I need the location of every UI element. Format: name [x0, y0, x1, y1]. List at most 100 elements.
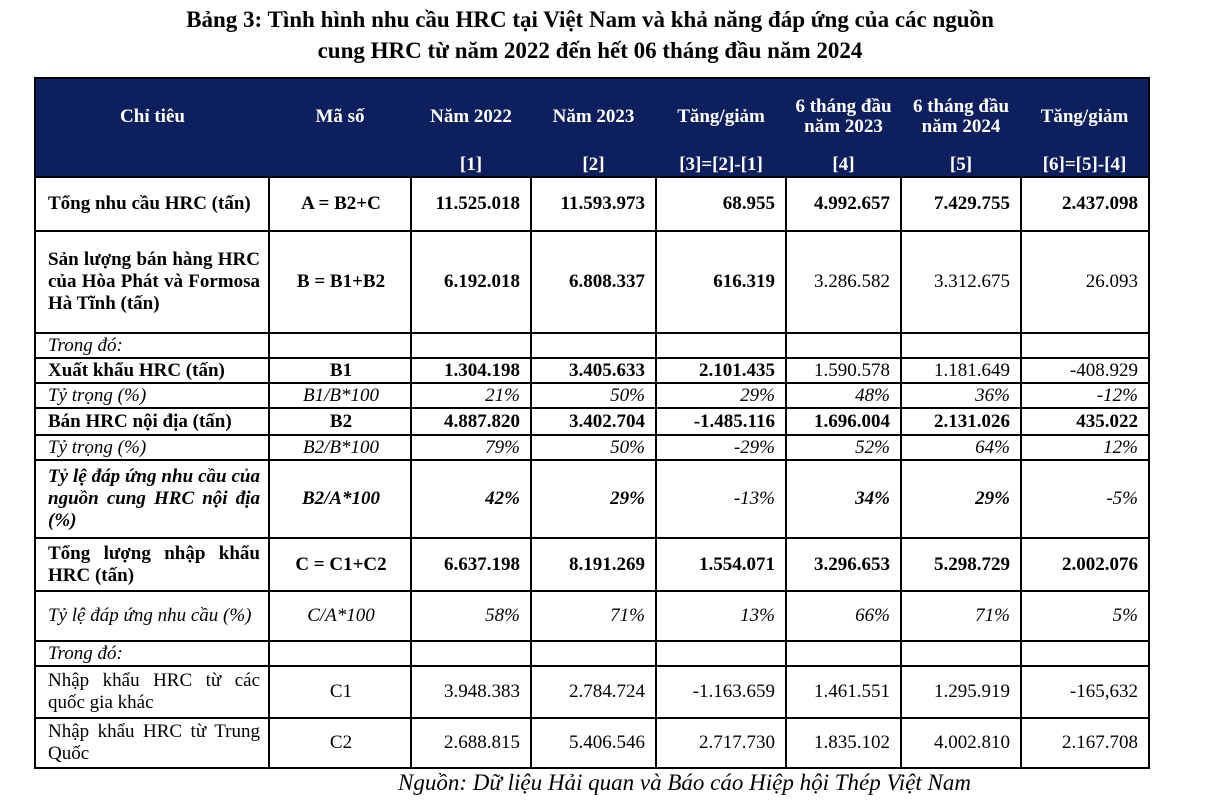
- row-label: Tổng lượng nhập khẩu HRC (tấn): [34, 537, 270, 592]
- row-code: [268, 640, 412, 667]
- title-line-2: cung HRC từ năm 2022 đến hết 06 tháng đầ…: [317, 38, 863, 63]
- table-row: Nhập khẩu HRC từ Trung Quốc C2 2.688.815 5.…: [34, 717, 1150, 769]
- value-cell: -1.163.659: [655, 665, 787, 719]
- value-cell: 71%: [900, 590, 1022, 642]
- value-cell: 48%: [785, 382, 902, 409]
- value-cell: 21%: [410, 382, 532, 409]
- value-cell: 2.002.076: [1020, 537, 1150, 592]
- value-cell: 13%: [655, 590, 787, 642]
- value-cell: 29%: [900, 459, 1022, 539]
- value-cell: [530, 640, 657, 667]
- value-cell: [410, 640, 532, 667]
- value-cell: [1020, 640, 1150, 667]
- row-label: Tỷ lệ đáp ứng nhu cầu của nguồn cung HRC…: [34, 459, 270, 539]
- value-cell: 1.696.004: [785, 407, 902, 436]
- hrc-demand-table: Chỉ tiêu Mã số Năm 2022 [1] Năm 2023 [2] Tăng/…: [34, 77, 1150, 769]
- value-cell: 3.296.653: [785, 537, 902, 592]
- table-row: Sản lượng bán hàng HRC của Hòa Phát và F…: [34, 230, 1150, 334]
- row-code: B2/A*100: [268, 459, 412, 539]
- value-cell: 3.405.633: [530, 357, 657, 384]
- value-cell: 3.402.704: [530, 407, 657, 436]
- value-cell: 42%: [410, 459, 532, 539]
- table-row: Nhập khẩu HRC từ các quốc gia khác C1 3.94…: [34, 665, 1150, 719]
- value-cell: -1.485.116: [655, 407, 787, 436]
- row-label: Tỷ trọng (%): [34, 382, 270, 409]
- column-header: 6 tháng đầu năm 2023 [4]: [786, 77, 901, 178]
- value-cell: [410, 332, 532, 359]
- value-cell: 5.298.729: [900, 537, 1022, 592]
- column-header-ref: [1]: [459, 154, 483, 175]
- value-cell: 68.955: [655, 176, 787, 232]
- table-row: Xuất khẩu HRC (tấn) B1 1.304.198 3.405.633 2…: [34, 357, 1150, 384]
- row-code: A = B2+C: [268, 176, 412, 232]
- value-cell: [530, 332, 657, 359]
- value-cell: 66%: [785, 590, 902, 642]
- table-row: Trong đó:: [34, 640, 1150, 667]
- value-cell: 3.948.383: [410, 665, 532, 719]
- column-header: Năm 2023 [2]: [531, 77, 656, 178]
- value-cell: 26.093: [1020, 230, 1150, 334]
- value-cell: 1.554.071: [655, 537, 787, 592]
- value-cell: 1.835.102: [785, 717, 902, 769]
- value-cell: 2.784.724: [530, 665, 657, 719]
- row-label: Xuất khẩu HRC (tấn): [34, 357, 270, 384]
- value-cell: 5.406.546: [530, 717, 657, 769]
- value-cell: 6.192.018: [410, 230, 532, 334]
- value-cell: 1.295.919: [900, 665, 1022, 719]
- value-cell: 1.181.649: [900, 357, 1022, 384]
- row-label: Trong đó:: [34, 640, 270, 667]
- value-cell: 11.593.973: [530, 176, 657, 232]
- value-cell: [1020, 332, 1150, 359]
- title-line-1: Bảng 3: Tình hình nhu cầu HRC tại Việt N…: [186, 7, 994, 32]
- value-cell: 64%: [900, 434, 1022, 461]
- value-cell: 50%: [530, 434, 657, 461]
- row-code: C = C1+C2: [268, 537, 412, 592]
- value-cell: -165,632: [1020, 665, 1150, 719]
- row-label: Sản lượng bán hàng HRC của Hòa Phát và F…: [34, 230, 270, 334]
- value-cell: 6.808.337: [530, 230, 657, 334]
- table-row: Tỷ trọng (%) B1/B*100 21% 50% 29% 48% 36% -12%: [34, 382, 1150, 409]
- row-code: [268, 332, 412, 359]
- value-cell: 2.437.098: [1020, 176, 1150, 232]
- column-header-label: 6 tháng đầu năm 2024: [912, 96, 1010, 137]
- value-cell: 3.286.582: [785, 230, 902, 334]
- column-header-label: Chỉ tiêu: [120, 106, 185, 127]
- value-cell: 52%: [785, 434, 902, 461]
- row-label: Tổng nhu cầu HRC (tấn): [34, 176, 270, 232]
- value-cell: 36%: [900, 382, 1022, 409]
- value-cell: [785, 332, 902, 359]
- row-label: Tỷ trọng (%): [34, 434, 270, 461]
- row-code: B2/B*100: [268, 434, 412, 461]
- value-cell: [900, 640, 1022, 667]
- column-header-ref: [6]=[5]-[4]: [1042, 154, 1127, 175]
- value-cell: 4.002.810: [900, 717, 1022, 769]
- value-cell: 2.688.815: [410, 717, 532, 769]
- value-cell: -29%: [655, 434, 787, 461]
- value-cell: 435.022: [1020, 407, 1150, 436]
- column-header-label: 6 tháng đầu năm 2023: [795, 96, 892, 137]
- value-cell: 2.167.708: [1020, 717, 1150, 769]
- table-row: Tổng nhu cầu HRC (tấn) A = B2+C 11.525.018…: [34, 176, 1150, 232]
- table-title: Bảng 3: Tình hình nhu cầu HRC tại Việt N…: [0, 4, 1180, 66]
- value-cell: 2.101.435: [655, 357, 787, 384]
- value-cell: 58%: [410, 590, 532, 642]
- row-code: C/A*100: [268, 590, 412, 642]
- header-row: Chỉ tiêu Mã số Năm 2022 [1] Năm 2023 [2] Tăng/…: [34, 77, 1150, 178]
- column-header: 6 tháng đầu năm 2024 [5]: [901, 77, 1021, 178]
- value-cell: 50%: [530, 382, 657, 409]
- value-cell: 12%: [1020, 434, 1150, 461]
- value-cell: -13%: [655, 459, 787, 539]
- row-code: B2: [268, 407, 412, 436]
- column-header: Tăng/giảm [6]=[5]-[4]: [1021, 77, 1150, 178]
- value-cell: 1.461.551: [785, 665, 902, 719]
- value-cell: 1.590.578: [785, 357, 902, 384]
- column-header: Tăng/giảm [3]=[2]-[1]: [656, 77, 786, 178]
- column-header-label: Tăng/giảm: [1040, 106, 1129, 127]
- column-header-label: Mã số: [315, 106, 365, 127]
- value-cell: 34%: [785, 459, 902, 539]
- column-header-label: Năm 2023: [552, 106, 635, 127]
- table-row: Tỷ lệ đáp ứng nhu cầu của nguồn cung HRC…: [34, 459, 1150, 539]
- column-header: Năm 2022 [1]: [411, 77, 531, 178]
- value-cell: 6.637.198: [410, 537, 532, 592]
- value-cell: -5%: [1020, 459, 1150, 539]
